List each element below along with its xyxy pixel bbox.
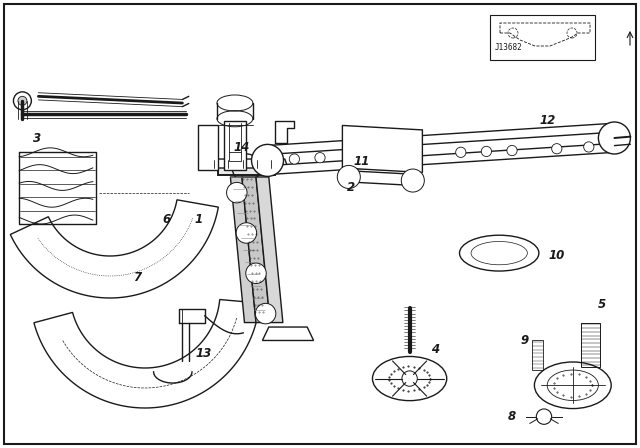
- Text: 11: 11: [353, 155, 370, 168]
- Circle shape: [481, 146, 492, 156]
- Circle shape: [13, 92, 31, 110]
- Text: 7: 7: [134, 271, 141, 284]
- Circle shape: [246, 263, 266, 284]
- Circle shape: [18, 96, 27, 105]
- Polygon shape: [342, 125, 422, 172]
- Text: 2: 2: [347, 181, 355, 194]
- Text: 14: 14: [234, 141, 250, 155]
- Circle shape: [236, 223, 257, 243]
- Text: 3: 3: [33, 132, 41, 146]
- Text: 5: 5: [598, 298, 605, 311]
- Text: 4: 4: [431, 343, 439, 356]
- Polygon shape: [256, 177, 283, 323]
- Polygon shape: [230, 177, 256, 323]
- Circle shape: [289, 154, 300, 164]
- Circle shape: [536, 409, 552, 424]
- Bar: [532, 340, 543, 370]
- Text: 9: 9: [521, 334, 529, 347]
- Text: 6: 6: [163, 213, 170, 226]
- Circle shape: [584, 142, 594, 152]
- Text: 12: 12: [539, 114, 556, 128]
- Circle shape: [598, 122, 630, 154]
- Bar: [490, 15, 595, 60]
- Text: 10: 10: [548, 249, 565, 262]
- Polygon shape: [266, 143, 614, 175]
- Polygon shape: [10, 200, 218, 298]
- Text: 1: 1: [195, 213, 202, 226]
- Circle shape: [227, 182, 247, 203]
- Polygon shape: [34, 300, 260, 408]
- Polygon shape: [224, 121, 246, 170]
- Circle shape: [507, 146, 517, 155]
- Text: 8: 8: [508, 410, 516, 423]
- Polygon shape: [262, 327, 314, 340]
- Circle shape: [552, 144, 562, 154]
- Circle shape: [401, 169, 424, 192]
- Polygon shape: [339, 170, 422, 186]
- Polygon shape: [198, 125, 218, 170]
- Text: J13682: J13682: [495, 43, 523, 52]
- Circle shape: [337, 165, 360, 189]
- Circle shape: [456, 147, 466, 157]
- Circle shape: [315, 153, 325, 163]
- Polygon shape: [205, 159, 288, 168]
- Bar: [581, 323, 600, 367]
- Text: 13: 13: [195, 347, 212, 361]
- Polygon shape: [242, 177, 270, 323]
- Polygon shape: [266, 123, 614, 155]
- Circle shape: [255, 303, 276, 324]
- Circle shape: [252, 144, 284, 177]
- Polygon shape: [218, 161, 275, 175]
